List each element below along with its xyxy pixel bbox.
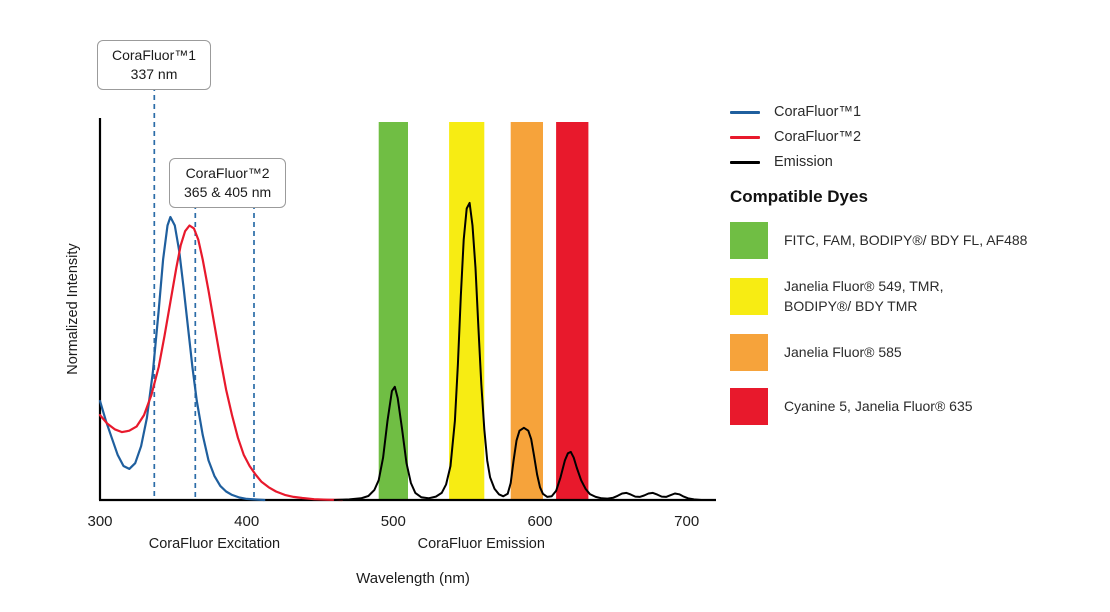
annotation-corafluor1-wavelength: 337 nm xyxy=(130,65,178,82)
legend-label: CoraFluor™2 xyxy=(774,129,862,145)
x-tick-label-500: 500 xyxy=(381,513,406,530)
annotation-corafluor2-wavelength: 365 & 405 nm xyxy=(184,183,272,200)
x-axis-title: Wavelength (nm) xyxy=(356,570,470,587)
filter-band-orange xyxy=(510,122,543,500)
legend-label: Emission xyxy=(774,154,833,170)
filter-band-yellow xyxy=(449,122,485,500)
x-tick-label-600: 600 xyxy=(527,513,552,530)
annotation-corafluor1-title: CoraFluor™1 xyxy=(112,47,197,63)
dye-row-yellow: Janelia Fluor® 549, TMR, BODIPY®/ BDY TM… xyxy=(730,276,1102,317)
dye-label: Janelia Fluor® 549, TMR, BODIPY®/ BDY TM… xyxy=(784,278,944,315)
filter-band-red xyxy=(556,122,589,500)
series-corafluor-2 xyxy=(98,224,344,502)
series-corafluor-1 xyxy=(98,215,266,502)
x-tick-label-700: 700 xyxy=(674,513,699,530)
corafluor2-line-swatch xyxy=(730,135,760,139)
annotation-corafluor2-excitation: CoraFluor™2 365 & 405 nm xyxy=(169,158,287,208)
orange-dye-swatch xyxy=(730,333,768,371)
dye-label: Janelia Fluor® 585 xyxy=(784,343,902,360)
annotation-corafluor2-title: CoraFluor™2 xyxy=(185,165,270,181)
dye-row-red: Cyanine 5, Janelia Fluor® 635 xyxy=(730,387,1102,425)
axis-region-label-0: CoraFluor Excitation xyxy=(149,536,280,552)
red-dye-swatch xyxy=(730,387,768,425)
legend-label: CoraFluor™1 xyxy=(774,104,862,120)
legend-and-dyes-panel: CoraFluor™1 CoraFluor™2 Emission Compati… xyxy=(730,104,1102,442)
legend-item-emission: Emission xyxy=(730,154,1102,170)
annotation-corafluor1-excitation: CoraFluor™1 337 nm xyxy=(97,40,212,90)
legend-item-corafluor2: CoraFluor™2 xyxy=(730,129,1102,145)
series-emission xyxy=(333,201,703,501)
x-tick-label-400: 400 xyxy=(234,513,259,530)
dye-row-orange: Janelia Fluor® 585 xyxy=(730,333,1102,371)
y-axis-title: Normalized Intensity xyxy=(65,243,81,375)
green-dye-swatch xyxy=(730,222,768,259)
axis-region-label-1: CoraFluor Emission xyxy=(418,536,545,552)
dye-row-green: FITC, FAM, BODIPY®/ BDY FL, AF488 xyxy=(730,222,1102,259)
yellow-dye-swatch xyxy=(730,277,768,315)
emission-line-swatch xyxy=(730,160,760,164)
x-tick-label-300: 300 xyxy=(87,513,112,530)
corafluor1-line-swatch xyxy=(730,110,760,114)
compatible-dyes-heading: Compatible Dyes xyxy=(730,187,868,206)
legend-item-corafluor1: CoraFluor™1 xyxy=(730,104,1102,120)
dye-label: FITC, FAM, BODIPY®/ BDY FL, AF488 xyxy=(784,232,1028,249)
dye-label: Cyanine 5, Janelia Fluor® 635 xyxy=(784,397,973,414)
